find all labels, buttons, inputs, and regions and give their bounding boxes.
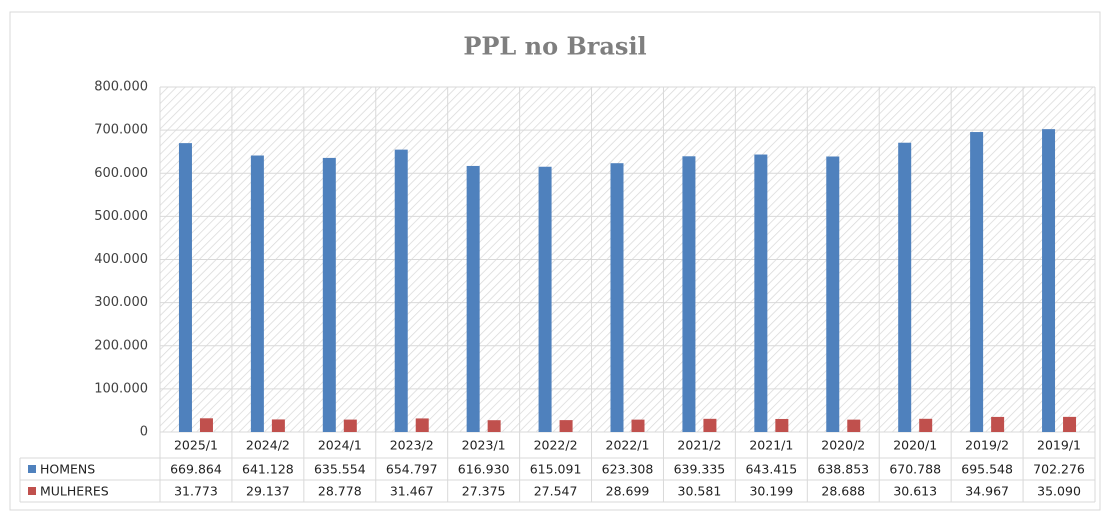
bar [394,149,408,433]
legend-label: MULHERES [40,484,109,499]
chart-title: PPL no Brasil [463,32,646,61]
y-tick-label: 400.000 [94,252,148,267]
y-tick-label: 600.000 [94,166,148,181]
table-value: 695.548 [961,462,1013,477]
table-value: 30.613 [893,484,937,499]
bar [754,154,768,432]
x-tick-label: 2019/2 [965,438,1009,453]
table-value: 670.788 [889,462,941,477]
bar [775,418,789,432]
table-value: 30.199 [749,484,793,499]
bar [610,163,624,432]
bar [199,418,213,432]
legend-key [28,487,36,495]
table-value: 639.335 [674,462,726,477]
bar [487,420,501,432]
x-tick-label: 2023/2 [390,438,434,453]
x-tick-label: 2020/2 [821,438,865,453]
bar [415,418,429,432]
table-value: 31.467 [390,484,434,499]
x-tick-label: 2021/1 [749,438,793,453]
table-value: 31.773 [174,484,218,499]
table-value: 28.778 [318,484,362,499]
table-value: 702.276 [1033,462,1085,477]
bar [178,143,192,432]
table-value: 638.853 [817,462,869,477]
bar [826,156,840,433]
table-value: 623.308 [602,462,654,477]
table-value: 28.699 [606,484,650,499]
bar [847,419,861,432]
bar [250,155,264,432]
y-tick-label: 500.000 [94,209,148,224]
bar [559,420,573,432]
table-value: 615.091 [530,462,582,477]
bar [322,157,336,432]
bar [271,419,285,432]
x-tick-label: 2021/2 [677,438,721,453]
table-value: 669.864 [170,462,222,477]
table-value: 34.967 [965,484,1009,499]
bar [1063,416,1077,432]
x-tick-label: 2023/1 [462,438,506,453]
x-tick-label: 2022/2 [534,438,578,453]
y-tick-label: 200.000 [94,338,148,353]
x-tick-label: 2025/1 [174,438,218,453]
x-tick-label: 2019/1 [1037,438,1081,453]
bar [919,418,933,432]
y-tick-label: 700.000 [94,123,148,138]
y-tick-label: 300.000 [94,295,148,310]
legend-label: HOMENS [40,462,95,477]
bar [991,416,1005,432]
table-value: 635.554 [314,462,366,477]
bar [703,418,717,432]
y-tick-label: 800.000 [94,80,148,95]
legend-key [28,465,36,473]
bar [343,419,357,432]
bar [1042,129,1056,432]
table-value: 27.375 [462,484,506,499]
table-value: 616.930 [458,462,510,477]
x-tick-label: 2024/1 [318,438,362,453]
bar [898,142,912,433]
bar [631,419,645,432]
table-value: 654.797 [386,462,438,477]
table-value: 643.415 [745,462,797,477]
table-value: 35.090 [1037,484,1081,499]
bar [466,165,480,432]
table-value: 30.581 [678,484,722,499]
x-tick-label: 2022/1 [606,438,650,453]
bar [682,156,696,432]
table-value: 27.547 [534,484,578,499]
bar [970,132,984,432]
table-value: 641.128 [242,462,294,477]
x-tick-label: 2024/2 [246,438,290,453]
x-tick-label: 2020/1 [893,438,937,453]
y-tick-label: 0 [140,425,148,440]
table-value: 29.137 [246,484,290,499]
bar [538,166,552,432]
y-tick-label: 100.000 [94,381,148,396]
table-value: 28.688 [821,484,865,499]
